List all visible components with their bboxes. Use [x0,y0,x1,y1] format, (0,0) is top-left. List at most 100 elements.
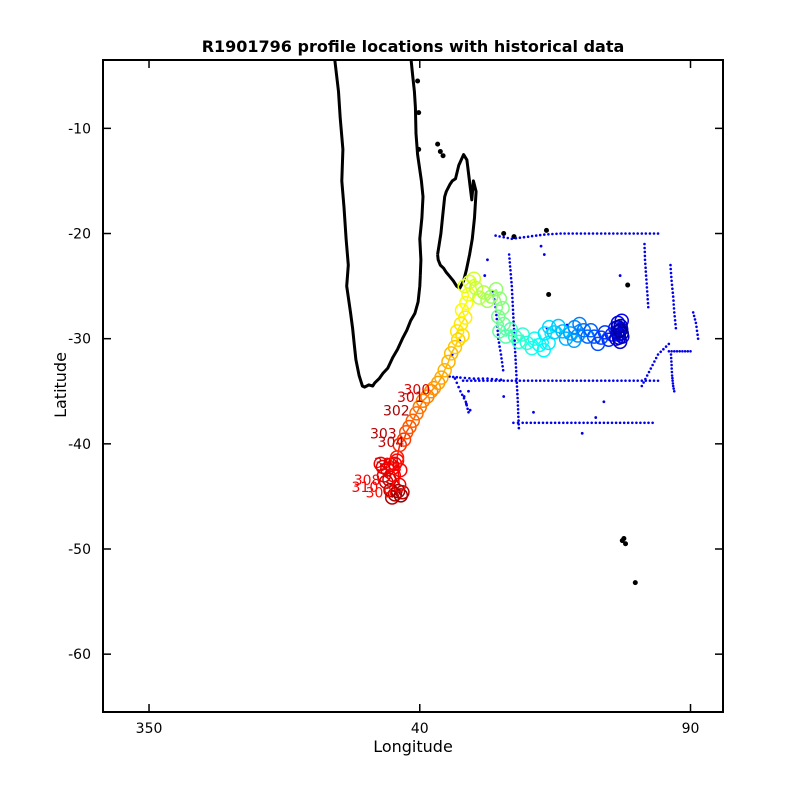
historical-point [652,379,656,383]
profile-track-segment [497,316,505,325]
historical-point [696,333,699,337]
profile-location-marker [611,330,627,345]
historical-point [683,350,687,353]
historical-point [514,366,518,369]
historical-point [465,379,469,383]
historical-point [466,407,469,411]
historical-point [515,389,519,392]
historical-point [477,377,480,380]
island-point [621,535,627,541]
historical-point [696,337,700,340]
historical-point [672,307,676,310]
historical-point [521,421,524,425]
historical-point [580,431,584,435]
profile-location-marker [495,300,510,316]
historical-point [656,353,660,356]
historical-point [602,421,606,425]
island-point [437,148,443,154]
historical-point [516,392,519,396]
historical-point [644,377,647,381]
profile-location-marker [458,310,473,325]
historical-point [539,244,543,248]
historical-point [645,278,648,281]
profile-location-marker [503,321,518,337]
x-axis-label: Longitude [373,737,453,756]
historical-point [514,358,517,362]
historical-point [461,379,465,383]
profile-track-segment [478,291,485,299]
historical-point [693,318,697,321]
historical-point [543,379,546,383]
historical-point [555,232,558,236]
y-tick-label: -20 [68,227,91,243]
historical-point [644,274,648,277]
profile-track-segment [443,361,450,371]
historical-point [486,379,489,383]
historical-point [532,410,535,414]
historical-point [643,258,647,262]
historical-point [640,232,644,235]
historical-point [469,379,473,383]
historical-point [559,232,562,235]
profile-location-marker [423,384,439,399]
profile-location-marker [459,295,474,311]
historical-point [686,350,690,353]
historical-point [673,315,676,318]
historical-point [612,379,615,383]
profile-track-segment [497,307,504,317]
historical-point [643,246,646,250]
historical-point [672,387,675,390]
profile-track-segment [544,333,550,344]
historical-point [672,389,676,393]
historical-point [557,421,561,425]
historical-point [481,377,485,380]
historical-point [551,379,554,383]
island-point [632,580,638,586]
profile-track-segment [574,323,580,328]
historical-point [490,377,494,381]
historical-point [516,400,520,404]
historical-point [472,377,476,380]
historical-point [608,379,611,383]
historical-point [675,350,679,353]
historical-point [669,271,673,275]
historical-point [664,345,668,348]
historical-point [644,266,647,270]
historical-point [509,273,513,276]
historical-point [606,421,610,425]
historical-point [667,342,671,346]
historical-point [514,362,518,365]
profile-location-marker [395,484,410,500]
historical-point [614,421,618,425]
historical-point [670,275,673,279]
historical-point [671,291,675,295]
historical-point [622,421,626,425]
historical-point [583,379,587,383]
historical-point [499,353,503,356]
historical-point [522,379,526,383]
island-point [543,227,549,233]
coastline-layer [333,60,638,586]
profile-location-marker [466,271,482,286]
historical-point [516,408,520,411]
profile-track-segment [514,336,520,343]
historical-point [575,232,579,235]
historical-point [670,360,673,363]
historical-point [603,379,607,383]
profile-location-marker [373,456,389,472]
historical-point [670,350,673,353]
historical-point [636,379,639,383]
historical-point [510,292,514,296]
historical-point [567,232,570,235]
historical-point [624,379,627,383]
profile-location-marker [415,393,431,408]
historical-point [500,361,504,364]
historical-point [522,235,526,239]
coastline-path [436,153,478,290]
profile-track-segment [433,382,439,389]
historical-point [631,421,634,425]
historical-point [533,421,537,425]
historical-point [594,421,598,425]
historical-point [502,395,506,398]
